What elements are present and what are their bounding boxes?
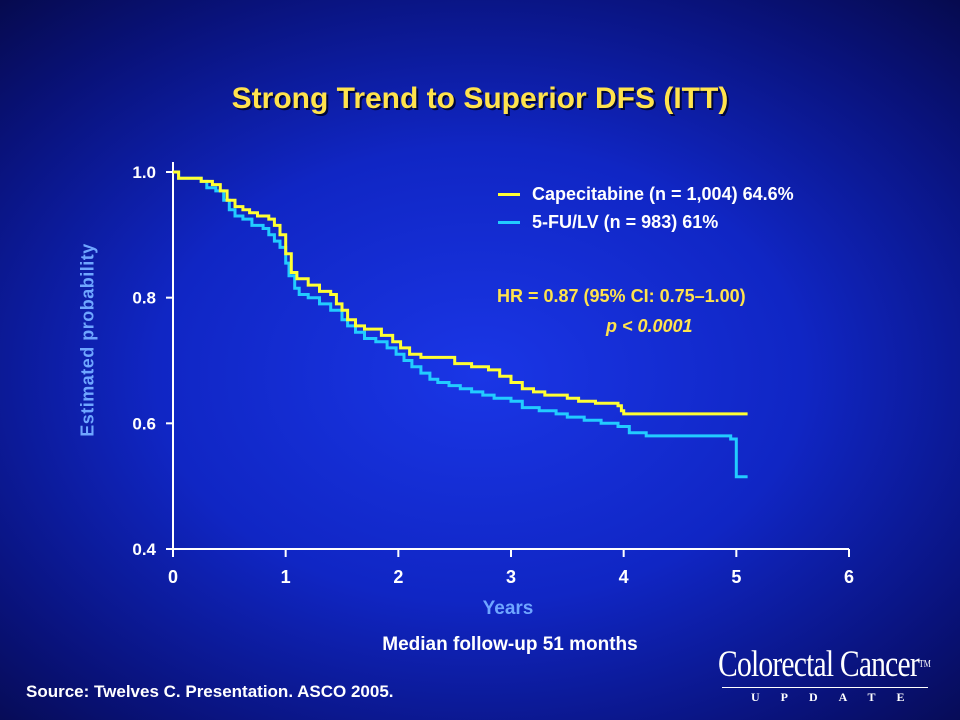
logo-subtitle: UPDATE xyxy=(751,690,926,704)
x-tick-label: 5 xyxy=(731,567,741,587)
legend-swatch-fu xyxy=(498,220,520,224)
y-tick-label: 0.6 xyxy=(132,414,156,433)
x-tick-label: 0 xyxy=(168,567,178,587)
x-tick-label: 6 xyxy=(844,567,854,587)
x-axis-label: Years xyxy=(482,598,534,619)
legend-item-fu: 5-FU/LV (n = 983) 61% xyxy=(498,208,794,236)
y-axis-label: Estimated probability xyxy=(77,243,98,437)
colorectal-cancer-update-logo: Colorectal CancerTM UPDATE xyxy=(718,645,942,705)
x-tick-label: 4 xyxy=(619,567,629,587)
legend-swatch-capecitabine xyxy=(498,192,520,196)
y-tick-label: 0.4 xyxy=(132,540,156,559)
logo-divider xyxy=(722,687,928,688)
legend-item-capecitabine: Capecitabine (n = 1,004) 64.6% xyxy=(498,180,794,208)
p-value-annotation: p < 0.0001 xyxy=(606,316,693,336)
followup-note: Median follow-up 51 months xyxy=(382,634,638,655)
logo-trademark: TM xyxy=(918,659,931,670)
x-tick-label: 2 xyxy=(393,567,403,587)
legend: Capecitabine (n = 1,004) 64.6% 5-FU/LV (… xyxy=(498,180,794,236)
logo-wordmark: Colorectal CancerTM xyxy=(718,645,931,685)
legend-label-fu: 5-FU/LV (n = 983) 61% xyxy=(532,211,719,232)
logo-main-text: Colorectal Cancer xyxy=(718,644,920,685)
chart-title: Strong Trend to Superior DFS (ITT) xyxy=(231,82,729,115)
hazard-ratio-annotation: HR = 0.87 (95% CI: 0.75–1.00) xyxy=(497,286,746,306)
series-line-capecitabine xyxy=(173,170,748,416)
source-citation: Source: Twelves C. Presentation. ASCO 20… xyxy=(26,682,394,701)
x-tick-label: 1 xyxy=(281,567,291,587)
y-tick-label: 0.8 xyxy=(132,289,156,308)
legend-label-capecitabine: Capecitabine (n = 1,004) 64.6% xyxy=(532,183,794,204)
y-tick-label: 1.0 xyxy=(132,163,156,182)
series-line-fu xyxy=(173,170,748,479)
x-tick-label: 3 xyxy=(506,567,516,587)
